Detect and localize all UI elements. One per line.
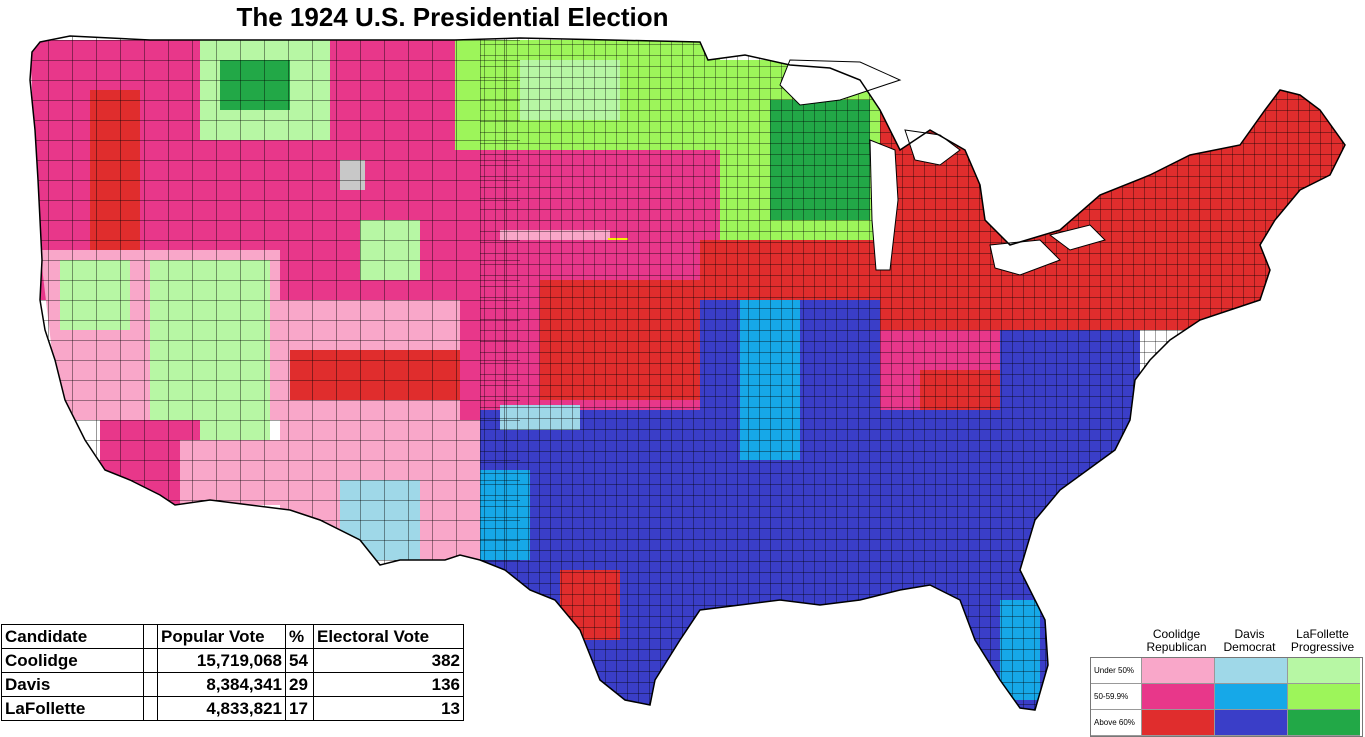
legend-swatch: [1141, 684, 1214, 710]
results-table: Candidate Popular Vote % Electoral Vote …: [1, 624, 464, 721]
legend-swatch: [1287, 658, 1360, 684]
popular-vote: 8,384,341: [157, 672, 286, 697]
legend-level-label: Under 50%: [1091, 658, 1141, 684]
header-spacer: [143, 624, 158, 649]
legend-swatch: [1214, 684, 1287, 710]
row-spacer: [143, 648, 158, 673]
legend-party-label: Republican: [1146, 640, 1207, 654]
electoral-vote: 382: [313, 648, 464, 673]
electoral-vote: 136: [313, 672, 464, 697]
table-row: Coolidge 15,719,068 54 382: [1, 648, 464, 673]
candidate-name: Davis: [1, 672, 144, 697]
legend-swatch: [1141, 710, 1214, 736]
candidate-name: LaFollette: [1, 696, 144, 721]
legend-party-lafollette: LaFollette Progressive: [1286, 628, 1359, 654]
row-spacer: [143, 696, 158, 721]
legend-swatch: [1214, 710, 1287, 736]
vote-percent: 29: [285, 672, 314, 697]
vote-percent: 17: [285, 696, 314, 721]
legend-corner: [1090, 628, 1140, 654]
legend-swatch: [1214, 658, 1287, 684]
table-row: LaFollette 4,833,821 17 13: [1, 696, 464, 721]
popular-vote: 4,833,821: [157, 696, 286, 721]
legend-swatch: [1141, 658, 1214, 684]
header-percent: %: [285, 624, 314, 649]
legend-party-label: Progressive: [1290, 640, 1355, 654]
legend-header: Coolidge Republican Davis Democrat LaFol…: [1090, 628, 1363, 654]
candidate-name: Coolidge: [1, 648, 144, 673]
header-candidate: Candidate: [1, 624, 144, 649]
legend-party-label: Democrat: [1223, 640, 1276, 654]
vote-percent: 54: [285, 648, 314, 673]
legend-party-name: LaFollette: [1296, 627, 1349, 641]
row-spacer: [143, 672, 158, 697]
legend-level-label: Above 60%: [1091, 710, 1141, 736]
popular-vote: 15,719,068: [157, 648, 286, 673]
legend-swatch: [1287, 684, 1360, 710]
table-row: Davis 8,384,341 29 136: [1, 672, 464, 697]
legend-level-label: 50-59.9%: [1091, 684, 1141, 710]
legend-grid: Under 50% 50-59.9% Above 60%: [1090, 657, 1363, 737]
map-title: The 1924 U.S. Presidential Election: [236, 2, 669, 32]
electoral-vote: 13: [313, 696, 464, 721]
legend-swatch: [1287, 710, 1360, 736]
legend-party-name: Davis: [1234, 627, 1265, 641]
map-legend: Coolidge Republican Davis Democrat LaFol…: [1090, 628, 1363, 737]
legend-party-davis: Davis Democrat: [1213, 628, 1286, 654]
table-header-row: Candidate Popular Vote % Electoral Vote: [1, 624, 464, 649]
header-popular-vote: Popular Vote: [157, 624, 286, 649]
legend-party-coolidge: Coolidge Republican: [1140, 628, 1213, 654]
legend-party-name: Coolidge: [1152, 627, 1201, 641]
header-electoral-vote: Electoral Vote: [313, 624, 464, 649]
